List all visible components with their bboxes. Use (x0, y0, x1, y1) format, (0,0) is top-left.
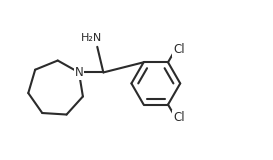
Text: H₂N: H₂N (81, 32, 102, 43)
Text: N: N (75, 66, 83, 79)
Text: Cl: Cl (173, 111, 185, 124)
Text: Cl: Cl (173, 43, 185, 56)
